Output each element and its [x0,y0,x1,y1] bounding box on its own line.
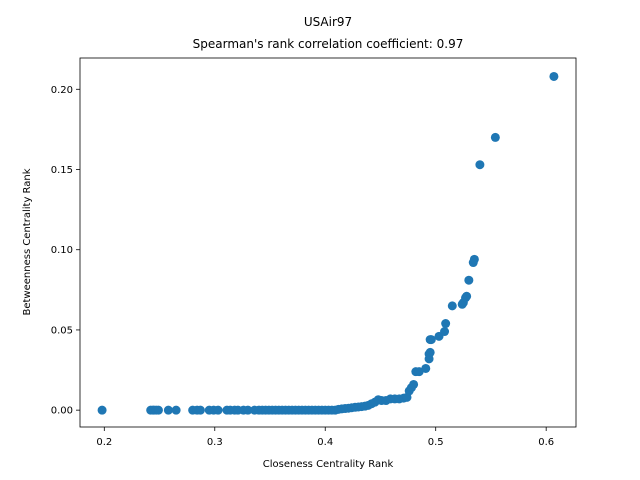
x-tick-label: 0.6 [538,437,554,448]
data-point [171,405,181,415]
data-point [441,319,451,329]
data-point [153,405,163,415]
data-point [469,254,479,264]
data-point [440,327,450,337]
data-point [97,405,107,415]
y-axis-ticks: 0.00 0.05 0.10 0.15 0.20 [51,85,80,417]
chart-subtitle: Spearman's rank correlation coefficient:… [193,37,464,51]
y-axis-label: Betweenness Centrality Rank [22,168,33,315]
x-tick-label: 0.2 [96,437,112,448]
data-point [421,363,431,373]
y-tick-label: 0.15 [51,165,73,176]
data-point [447,301,457,311]
x-tick-label: 0.3 [207,437,223,448]
data-point [163,405,173,415]
data-point [475,160,485,170]
data-point [549,71,559,81]
x-axis-label: Closeness Centrality Rank [263,459,394,470]
plot-frame [79,57,577,428]
data-point [409,379,419,389]
data-point [213,405,223,415]
data-point [464,275,474,285]
chart-title: USAir97 [304,15,352,29]
data-point [243,405,253,415]
x-tick-label: 0.5 [428,437,444,448]
y-tick-label: 0.00 [51,406,73,417]
x-axis-ticks: 0.2 0.3 0.4 0.5 0.6 [96,427,554,448]
x-tick-label: 0.4 [317,437,333,448]
data-points [97,71,559,415]
y-tick-label: 0.20 [51,85,73,96]
data-point [490,132,500,142]
data-point [425,347,435,357]
data-point [195,405,205,415]
y-tick-label: 0.05 [51,325,73,336]
data-point [462,291,472,301]
data-point [426,335,436,345]
y-tick-label: 0.10 [51,245,73,256]
